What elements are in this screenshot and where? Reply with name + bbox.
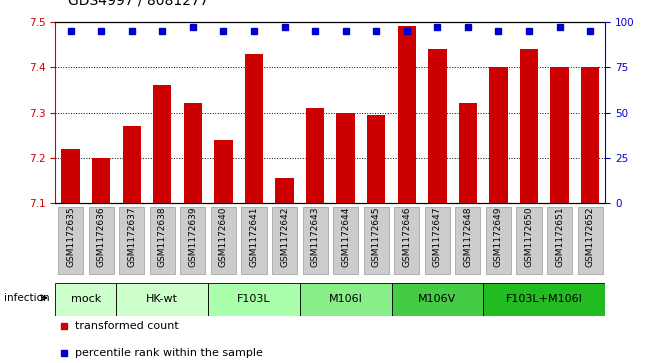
Text: GSM1172651: GSM1172651	[555, 207, 564, 267]
Bar	[367, 115, 385, 203]
Text: mock: mock	[71, 294, 101, 305]
FancyBboxPatch shape	[483, 283, 605, 316]
Text: GSM1172652: GSM1172652	[586, 207, 594, 267]
FancyBboxPatch shape	[272, 207, 297, 274]
Text: F103L+M106I: F103L+M106I	[506, 294, 583, 305]
Bar	[490, 67, 508, 203]
FancyBboxPatch shape	[425, 207, 450, 274]
FancyBboxPatch shape	[303, 207, 327, 274]
Bar	[581, 67, 600, 203]
Text: GSM1172641: GSM1172641	[249, 207, 258, 267]
Text: GSM1172647: GSM1172647	[433, 207, 442, 267]
FancyBboxPatch shape	[180, 207, 205, 274]
FancyBboxPatch shape	[58, 207, 83, 274]
Bar	[398, 26, 416, 203]
Text: percentile rank within the sample: percentile rank within the sample	[75, 348, 262, 358]
Text: GSM1172640: GSM1172640	[219, 207, 228, 267]
Bar	[459, 103, 477, 203]
FancyBboxPatch shape	[89, 207, 114, 274]
Bar	[61, 149, 80, 203]
FancyBboxPatch shape	[208, 283, 300, 316]
Text: M106I: M106I	[329, 294, 363, 305]
Bar	[275, 178, 294, 203]
Bar	[520, 49, 538, 203]
Bar	[184, 103, 202, 203]
Bar	[245, 53, 263, 203]
Bar	[92, 158, 110, 203]
Text: infection: infection	[5, 293, 50, 303]
Bar	[337, 113, 355, 203]
Bar	[306, 108, 324, 203]
Text: GDS4997 / 8081277: GDS4997 / 8081277	[68, 0, 209, 7]
Text: GSM1172650: GSM1172650	[525, 207, 534, 267]
Text: GSM1172643: GSM1172643	[311, 207, 320, 267]
Bar	[214, 140, 232, 203]
Text: HK-wt: HK-wt	[146, 294, 178, 305]
FancyBboxPatch shape	[242, 207, 266, 274]
FancyBboxPatch shape	[577, 207, 603, 274]
FancyBboxPatch shape	[55, 283, 117, 316]
Bar	[122, 126, 141, 203]
Text: GSM1172638: GSM1172638	[158, 207, 167, 267]
FancyBboxPatch shape	[547, 207, 572, 274]
FancyBboxPatch shape	[300, 283, 391, 316]
Text: GSM1172645: GSM1172645	[372, 207, 381, 267]
Text: GSM1172642: GSM1172642	[280, 207, 289, 267]
Text: GSM1172644: GSM1172644	[341, 207, 350, 267]
FancyBboxPatch shape	[364, 207, 389, 274]
Text: GSM1172646: GSM1172646	[402, 207, 411, 267]
FancyBboxPatch shape	[395, 207, 419, 274]
Text: transformed count: transformed count	[75, 321, 178, 331]
Text: GSM1172636: GSM1172636	[97, 207, 105, 267]
FancyBboxPatch shape	[333, 207, 358, 274]
Text: GSM1172637: GSM1172637	[127, 207, 136, 267]
Text: GSM1172635: GSM1172635	[66, 207, 75, 267]
FancyBboxPatch shape	[117, 283, 208, 316]
FancyBboxPatch shape	[150, 207, 175, 274]
FancyBboxPatch shape	[486, 207, 511, 274]
FancyBboxPatch shape	[211, 207, 236, 274]
FancyBboxPatch shape	[456, 207, 480, 274]
FancyBboxPatch shape	[516, 207, 542, 274]
Text: GSM1172639: GSM1172639	[188, 207, 197, 267]
Text: GSM1172649: GSM1172649	[494, 207, 503, 267]
Bar	[550, 67, 569, 203]
FancyBboxPatch shape	[119, 207, 145, 274]
FancyBboxPatch shape	[391, 283, 483, 316]
Text: GSM1172648: GSM1172648	[464, 207, 473, 267]
Bar	[428, 49, 447, 203]
Bar	[153, 85, 171, 203]
Text: M106V: M106V	[418, 294, 456, 305]
Text: F103L: F103L	[237, 294, 271, 305]
